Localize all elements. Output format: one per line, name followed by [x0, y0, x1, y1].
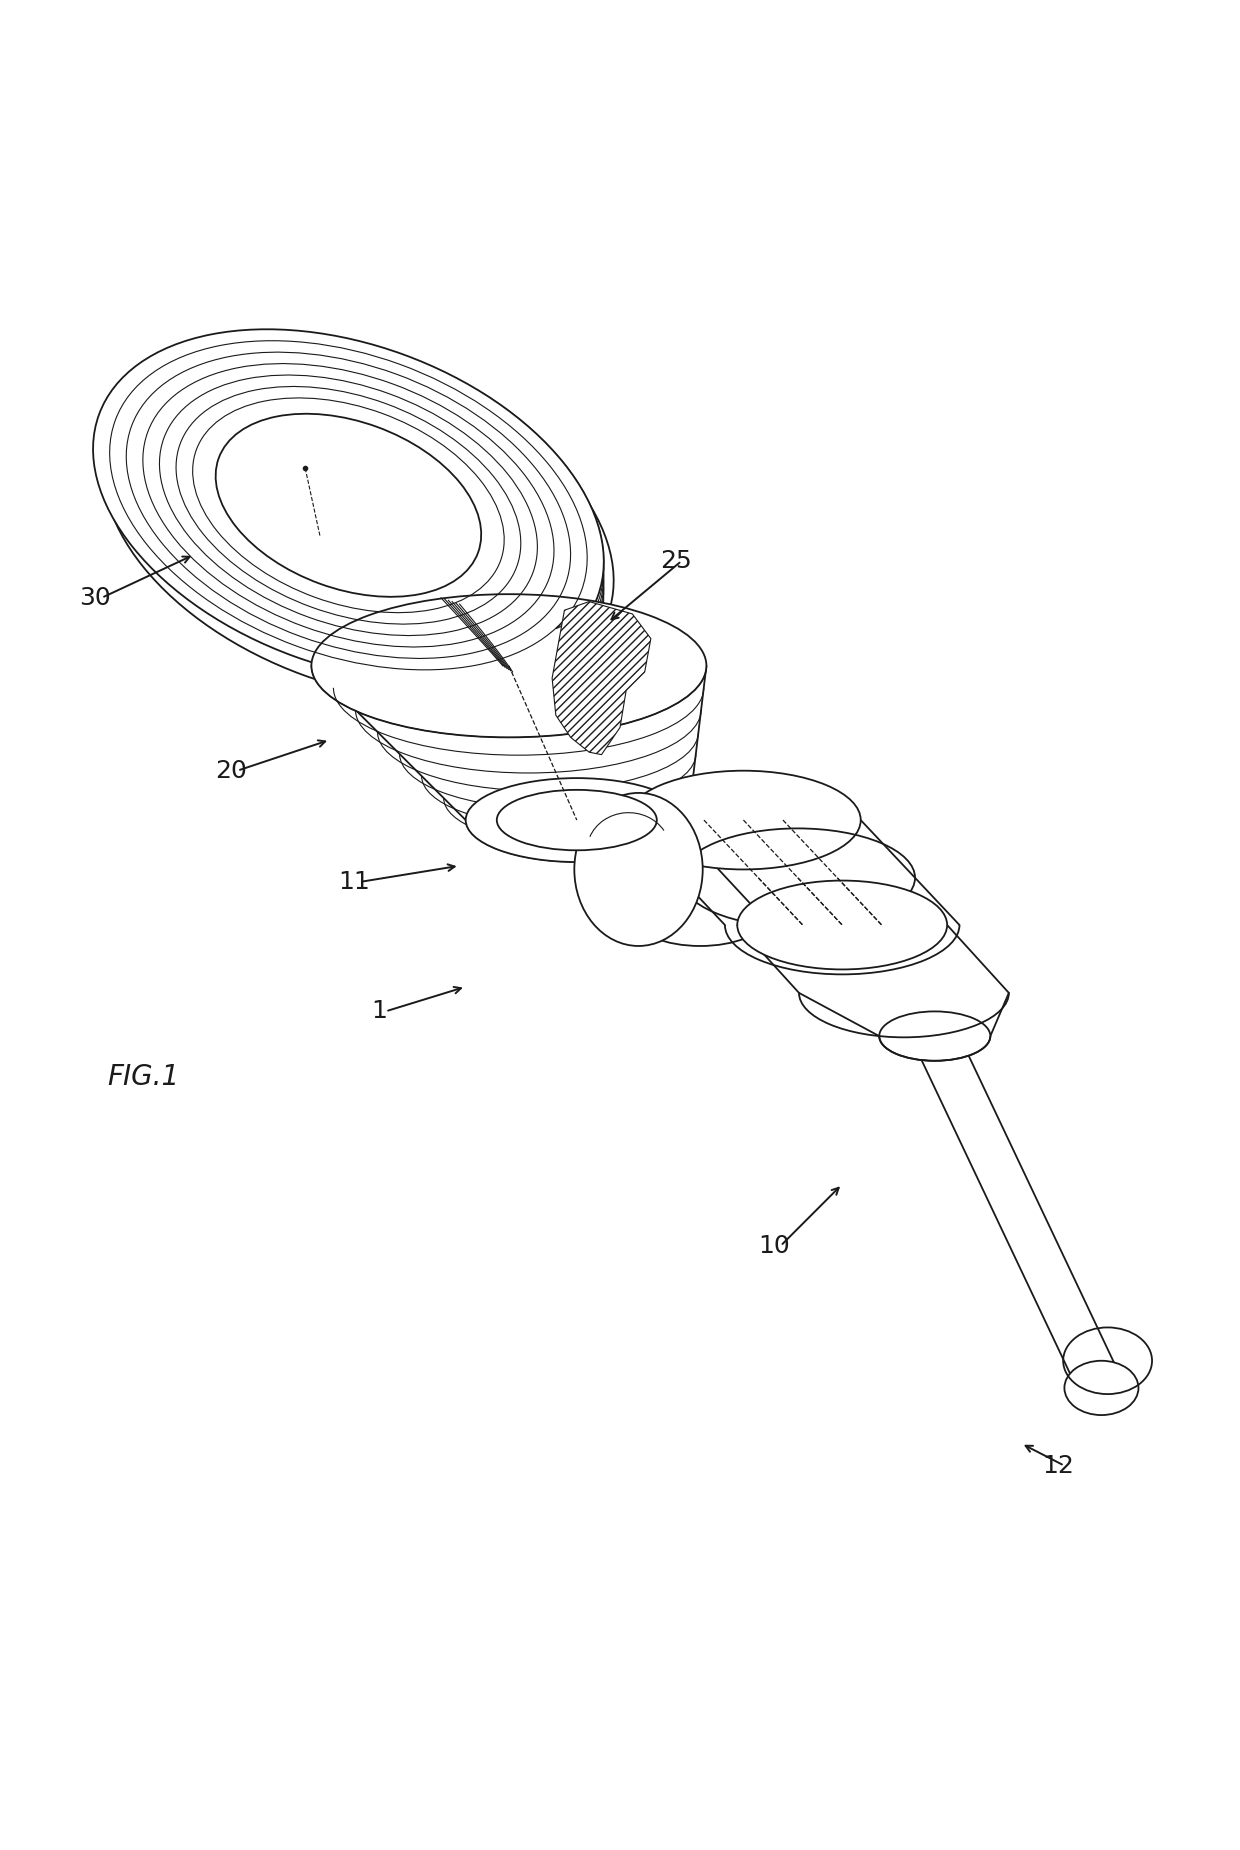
Text: 30: 30	[79, 586, 112, 611]
Text: 10: 10	[759, 1234, 790, 1258]
Text: 12: 12	[1043, 1454, 1074, 1478]
Polygon shape	[556, 610, 642, 684]
Text: 1: 1	[371, 999, 387, 1023]
Text: 25: 25	[660, 549, 692, 574]
Ellipse shape	[497, 790, 657, 851]
Text: 11: 11	[339, 870, 371, 894]
Ellipse shape	[311, 594, 707, 738]
Ellipse shape	[1064, 1362, 1138, 1415]
Text: 20: 20	[216, 758, 247, 783]
Text: FIG.1: FIG.1	[108, 1064, 180, 1092]
Ellipse shape	[556, 805, 684, 860]
Ellipse shape	[738, 881, 947, 969]
Ellipse shape	[879, 1012, 991, 1060]
Ellipse shape	[626, 771, 861, 869]
Ellipse shape	[574, 794, 703, 945]
Ellipse shape	[466, 779, 688, 862]
Ellipse shape	[93, 329, 604, 681]
Ellipse shape	[216, 414, 481, 598]
Polygon shape	[552, 601, 651, 755]
